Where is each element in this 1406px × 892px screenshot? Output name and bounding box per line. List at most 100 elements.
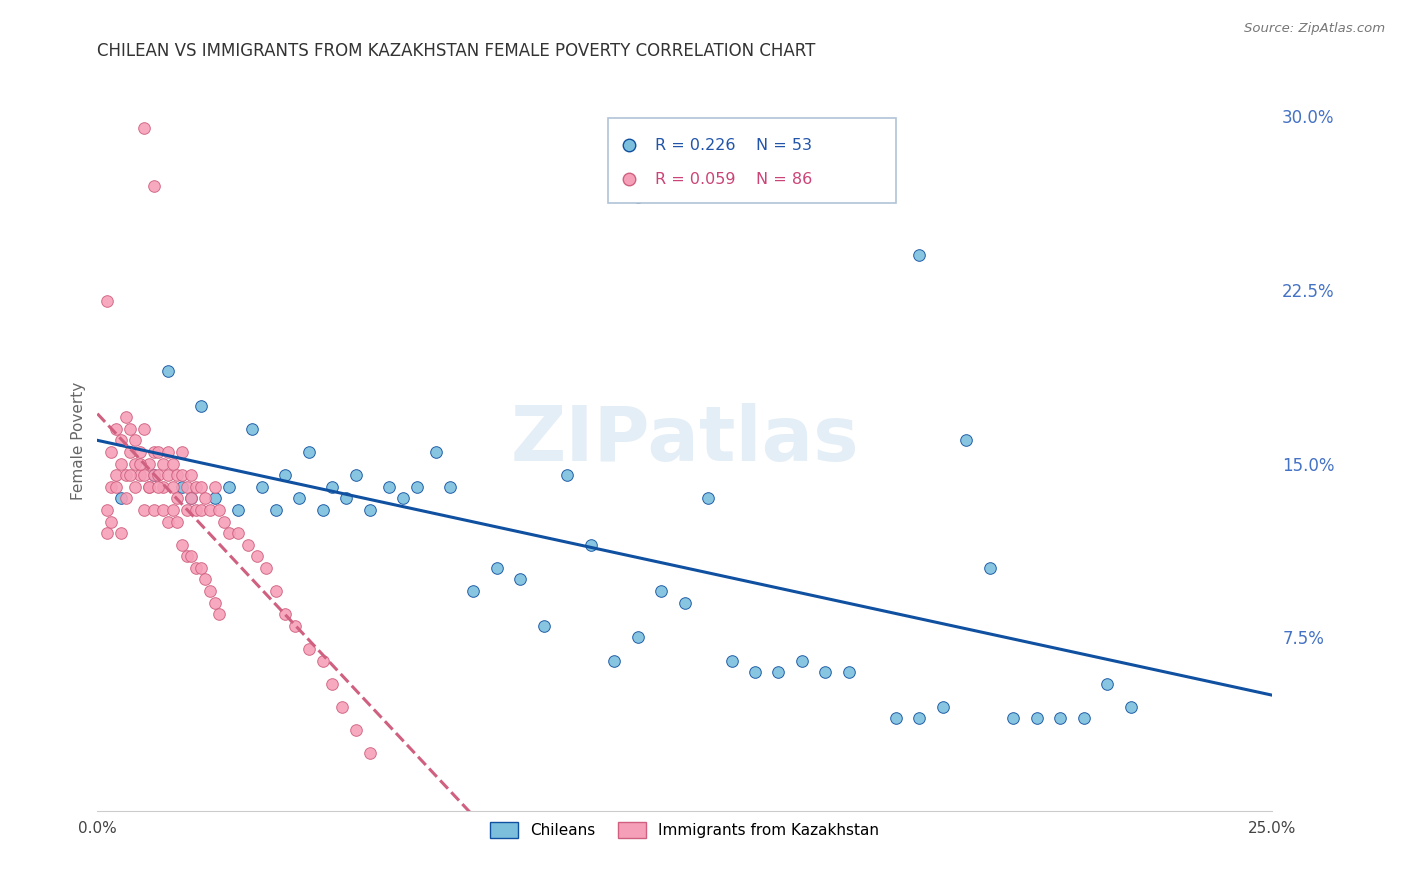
Point [128, 468, 150, 483]
Point [114, 491, 136, 506]
Point [533, 619, 555, 633]
Point [120, 422, 142, 436]
Point [166, 515, 188, 529]
Point [250, 480, 273, 494]
Point [555, 468, 578, 483]
Point [814, 665, 837, 680]
Point [142, 178, 165, 193]
Point [180, 491, 202, 506]
Point [1073, 711, 1095, 725]
Point [650, 584, 672, 599]
Point [156, 445, 179, 459]
Point [768, 665, 790, 680]
Point [226, 503, 249, 517]
Point [100, 445, 122, 459]
FancyBboxPatch shape [609, 118, 896, 203]
Point [184, 480, 207, 494]
Point [838, 665, 860, 680]
Point [138, 457, 160, 471]
Point [170, 445, 193, 459]
Point [176, 503, 198, 517]
Point [208, 503, 231, 517]
Point [312, 654, 335, 668]
Point [344, 468, 367, 483]
Point [142, 445, 165, 459]
Point [208, 607, 231, 622]
Point [236, 538, 259, 552]
Point [184, 561, 207, 575]
Y-axis label: Female Poverty: Female Poverty [72, 381, 86, 500]
Point [908, 248, 931, 262]
Point [204, 480, 226, 494]
Point [176, 549, 198, 564]
Point [148, 445, 170, 459]
Text: CHILEAN VS IMMIGRANTS FROM KAZAKHSTAN FEMALE POVERTY CORRELATION CHART: CHILEAN VS IMMIGRANTS FROM KAZAKHSTAN FE… [97, 42, 815, 60]
Point [134, 503, 156, 517]
Point [240, 422, 263, 436]
Point [114, 468, 136, 483]
Point [204, 491, 226, 506]
Point [100, 480, 122, 494]
Text: ZIPatlas: ZIPatlas [510, 403, 859, 477]
Point [170, 468, 193, 483]
Point [128, 457, 150, 471]
Point [124, 457, 146, 471]
Point [198, 503, 221, 517]
Point [697, 491, 720, 506]
Text: Source: ZipAtlas.com: Source: ZipAtlas.com [1244, 22, 1385, 36]
Point [405, 480, 427, 494]
Point [180, 549, 202, 564]
Point [105, 468, 128, 483]
Point [955, 434, 977, 448]
Point [1002, 711, 1025, 725]
Point [194, 573, 217, 587]
Point [264, 503, 287, 517]
Point [128, 445, 150, 459]
Point [359, 746, 381, 760]
Point [134, 120, 156, 135]
Point [152, 457, 174, 471]
Point [1097, 677, 1119, 691]
Point [180, 468, 202, 483]
Point [142, 468, 165, 483]
Point [162, 457, 184, 471]
Point [162, 503, 184, 517]
Point [180, 491, 202, 506]
Point [124, 480, 146, 494]
Point [110, 491, 132, 506]
Point [176, 480, 198, 494]
Point [321, 480, 343, 494]
Point [212, 515, 235, 529]
Point [190, 399, 212, 413]
Point [274, 607, 297, 622]
Point [579, 538, 602, 552]
Point [110, 457, 132, 471]
Text: R = 0.226    N = 53: R = 0.226 N = 53 [655, 137, 813, 153]
Point [720, 654, 742, 668]
Point [148, 480, 170, 494]
Point [120, 468, 142, 483]
Point [156, 364, 179, 378]
Point [226, 526, 249, 541]
Point [198, 584, 221, 599]
Point [184, 503, 207, 517]
Point [204, 596, 226, 610]
Point [463, 584, 485, 599]
Text: R = 0.059    N = 86: R = 0.059 N = 86 [655, 172, 813, 186]
Point [246, 549, 269, 564]
Point [1049, 711, 1071, 725]
Point [1025, 711, 1047, 725]
Point [162, 480, 184, 494]
Point [274, 468, 297, 483]
Point [105, 422, 128, 436]
Point [190, 561, 212, 575]
Point [218, 480, 240, 494]
Point [105, 480, 128, 494]
Point [884, 711, 907, 725]
Point [744, 665, 766, 680]
Point [96, 294, 118, 309]
Point [110, 526, 132, 541]
Point [156, 515, 179, 529]
Point [256, 561, 278, 575]
Point [110, 434, 132, 448]
